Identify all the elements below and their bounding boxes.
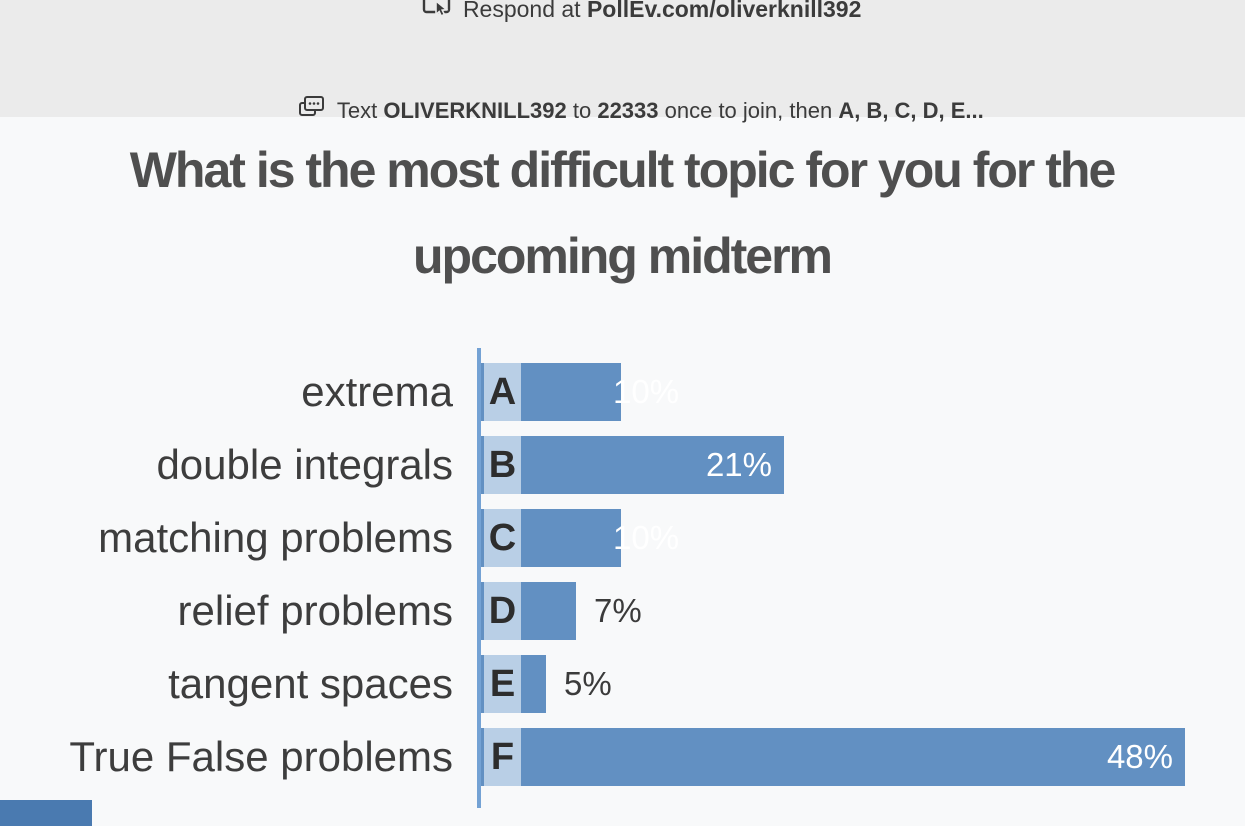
- option-letter: B: [488, 443, 517, 486]
- join-number: 22333: [597, 97, 659, 123]
- poll-title: What is the most difficult topic for you…: [0, 127, 1245, 299]
- corner-accent-box: [0, 800, 92, 826]
- option-letter: E: [489, 662, 516, 705]
- result-bar: D: [481, 582, 576, 640]
- join-username: OLIVERKNILL392: [383, 97, 567, 123]
- option-letter: D: [488, 589, 517, 632]
- result-bar: C: [481, 509, 621, 567]
- results-bar-chart: extrema A 10% double integrals B 21% matching …: [0, 363, 1245, 801]
- percent-label: 5%: [564, 665, 612, 702]
- category-label: relief problems: [177, 587, 453, 634]
- bar-track: E 5%: [481, 655, 1245, 713]
- respond-text: Respond at PollEv.com/oliverknill392: [463, 0, 861, 23]
- category-label: double integrals: [156, 441, 453, 488]
- y-axis-line: [477, 348, 481, 808]
- chart-row: extrema A 10%: [0, 363, 1245, 421]
- bar-track: B 21%: [481, 436, 1245, 494]
- category-label: True False problems: [69, 733, 453, 780]
- chart-row: tangent spaces E 5%: [0, 655, 1245, 713]
- percent-label: 48%: [1106, 738, 1173, 775]
- bar-track: C 10%: [481, 509, 1245, 567]
- bar-track: D 7%: [481, 582, 1245, 640]
- chart-row: True False problems F 48%: [0, 728, 1245, 786]
- percent-label: 10%: [613, 373, 680, 410]
- respond-line: Respond at PollEv.com/oliverknill392: [384, 0, 861, 53]
- chart-row: relief problems D 7%: [0, 582, 1245, 640]
- join-instructions-bar: Respond at PollEv.com/oliverknill392 Tex…: [0, 0, 1245, 123]
- option-letter: A: [488, 370, 517, 413]
- percent-label: 7%: [594, 592, 642, 629]
- option-letter: F: [490, 735, 515, 778]
- percent-label: 10%: [613, 519, 680, 556]
- option-letter-chip: F: [484, 728, 521, 786]
- join-options: A, B, C, D, E...: [838, 97, 984, 123]
- poll-title-line2: upcoming midterm: [412, 228, 833, 284]
- result-bar: B 21%: [481, 436, 784, 494]
- pollev-url: PollEv.com/oliverknill392: [586, 0, 862, 22]
- text-join-line: Text OLIVERKNILL392 to 22333 once to joi…: [261, 67, 984, 155]
- bar-track: A 10%: [481, 363, 1245, 421]
- option-letter-chip: B: [484, 436, 521, 494]
- option-letter-chip: C: [484, 509, 521, 567]
- option-letter-chip: E: [484, 655, 521, 713]
- result-bar: F 48%: [481, 728, 1185, 786]
- chart-row: double integrals B 21%: [0, 436, 1245, 494]
- category-label: matching problems: [98, 514, 453, 561]
- option-letter-chip: A: [484, 363, 521, 421]
- result-bar: A: [481, 363, 621, 421]
- sms-bubble-icon: [261, 67, 326, 155]
- screen-cursor-icon: [384, 0, 452, 53]
- category-label: extrema: [301, 368, 453, 415]
- category-label: tangent spaces: [168, 660, 453, 707]
- result-bar: E: [481, 655, 546, 713]
- poll-title-line1: What is the most difficult topic for you…: [129, 142, 1117, 198]
- chart-row: matching problems C 10%: [0, 509, 1245, 567]
- percent-label: 21%: [705, 446, 772, 483]
- option-letter: C: [488, 516, 517, 559]
- text-join-text: Text OLIVERKNILL392 to 22333 once to joi…: [336, 97, 984, 123]
- option-letter-chip: D: [484, 582, 521, 640]
- bar-track: F 48%: [481, 728, 1245, 786]
